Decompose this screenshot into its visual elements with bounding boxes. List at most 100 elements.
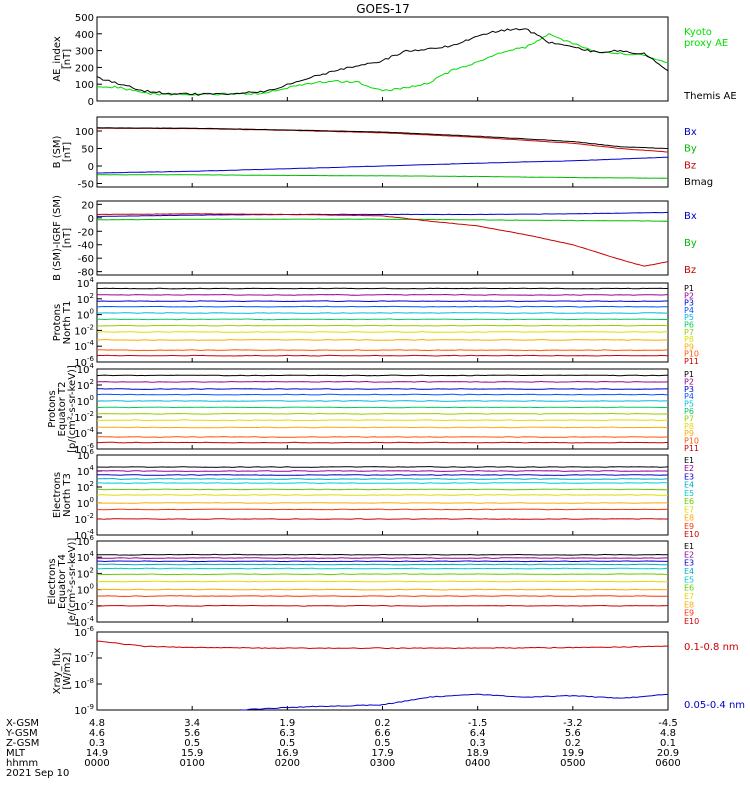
y-tick-label: 100 (77, 496, 94, 510)
series-line-p5 (97, 312, 668, 314)
y-tick-label: 300 (75, 47, 94, 58)
series-line-e10 (96, 518, 669, 520)
legend-label: E8 (684, 600, 694, 609)
legend-label: P11 (684, 357, 699, 366)
y-tick-label: 200 (75, 63, 94, 74)
series-line-kyoto (96, 33, 669, 96)
legend-label: E9 (684, 522, 694, 531)
series-line-e9 (96, 595, 669, 598)
legend-label: E1 (684, 456, 694, 465)
y-tick-label: -50 (78, 180, 94, 191)
legend-label: Bz (684, 160, 696, 171)
x-row-value: 16.9 (276, 748, 298, 759)
y-tick-label: -40 (78, 241, 94, 252)
y-tick-label: 10-2 (74, 410, 94, 424)
legend-label: P9 (684, 342, 694, 351)
x-row-value: 0100 (179, 758, 204, 769)
legend-label: E6 (684, 584, 694, 593)
legend-label: Bx (684, 127, 697, 138)
x-row-value: -4.5 (658, 718, 678, 729)
legend-label: Bx (684, 211, 697, 222)
y-tick-label: 10-2 (74, 323, 94, 337)
y-tick-label: 106 (77, 534, 95, 548)
x-row-value: 0.5 (279, 738, 295, 749)
series-line-by (97, 174, 668, 179)
y-axis-label: B (SM)[nT] (52, 135, 73, 168)
series-line-p7 (97, 324, 669, 327)
x-row-value: 5.6 (565, 728, 581, 739)
series-line-e7 (97, 494, 669, 496)
series-line-p7 (96, 412, 669, 415)
series-line-e5 (97, 482, 669, 484)
legend-label: P10 (684, 437, 699, 446)
legend-label: P10 (684, 350, 699, 359)
legend-label: P6 (684, 321, 694, 330)
x-row-value: 0200 (275, 758, 300, 769)
series-line-p6 (97, 406, 669, 409)
legend-label: P6 (684, 407, 694, 416)
y-tick-label: 10-2 (74, 512, 94, 526)
series-line-p11 (97, 441, 668, 444)
legend-label: P8 (684, 335, 694, 344)
x-row-value: 4.8 (89, 718, 105, 729)
y-tick-label: 100 (75, 80, 94, 91)
y-tick-label: 10-4 (74, 339, 94, 353)
series-line-e5 (96, 567, 669, 570)
series-line-p10 (97, 349, 668, 352)
legend-label: E3 (684, 472, 694, 481)
legend-label: E2 (684, 464, 694, 473)
x-row-value: 0.3 (470, 738, 486, 749)
x-row-value: 6.4 (470, 728, 486, 739)
x-row-value: 0.1 (660, 738, 676, 749)
y-axis-label: B (SM)-IGRF (SM)[nT] (52, 195, 73, 281)
x-row-value: 0.2 (375, 718, 391, 729)
series-line-e10 (96, 604, 669, 607)
panel-3: -80 -60 -40 -20 0 20 B (SM)-IGRF (SM)[nT] Bx By B… (52, 195, 697, 281)
y-tick-label: -60 (78, 254, 94, 265)
series-line-0-05-0-4-nm (239, 693, 669, 711)
legend-label: E3 (684, 559, 694, 568)
series-line-p2 (96, 293, 669, 296)
x-row-value: 0500 (560, 758, 585, 769)
x-row-value: 0.3 (89, 738, 105, 749)
series-line-p9 (97, 338, 669, 341)
y-tick-label: 100 (77, 308, 94, 322)
x-row-value: 0000 (84, 758, 109, 769)
legend-label: P7 (684, 328, 694, 337)
panel-frame (96, 116, 669, 188)
legend-label: P5 (684, 313, 694, 322)
series-line-e8 (96, 588, 669, 591)
legend-label: 0.1-0.8 nm (684, 642, 739, 653)
y-tick-label: 100 (77, 394, 94, 408)
x-row-label: Y-GSM (5, 728, 38, 739)
x-row-value: 0400 (465, 758, 490, 769)
y-tick-label: 102 (77, 378, 94, 392)
x-row-value: 4.8 (660, 728, 676, 739)
x-row-label: Z-GSM (6, 738, 39, 749)
y-tick-label: 102 (77, 480, 94, 494)
series-line-bx (97, 211, 669, 217)
y-tick-label: 10-4 (74, 426, 94, 440)
legend-label: E10 (684, 530, 699, 539)
legend-label: Themis AE (683, 91, 737, 102)
panel-1: 0 100 200 300 400 500 AE_index[nT] Kyoto proxy A… (52, 13, 737, 108)
x-row-value: 1.9 (279, 718, 295, 729)
x-row-label: X-GSM (6, 718, 39, 729)
series-line-p10 (97, 436, 669, 438)
y-tick-label: 104 (77, 550, 95, 564)
legend-label: E4 (684, 567, 694, 576)
x-row-value: 6.6 (375, 728, 391, 739)
y-axis-label: ProtonsEquator T2[p/(cm²-s-sr-keV)] (47, 365, 78, 453)
x-row-value: 0.2 (565, 738, 581, 749)
y-axis-label: ElectronsEquator T4[e/(cm²-s-sr-keV)] (47, 538, 78, 626)
legend-label: E5 (684, 575, 694, 584)
y-tick-label: 104 (77, 464, 95, 478)
y-axis-label: ElectronsNorth T3 (52, 472, 73, 518)
legend-label: P1 (684, 370, 694, 379)
